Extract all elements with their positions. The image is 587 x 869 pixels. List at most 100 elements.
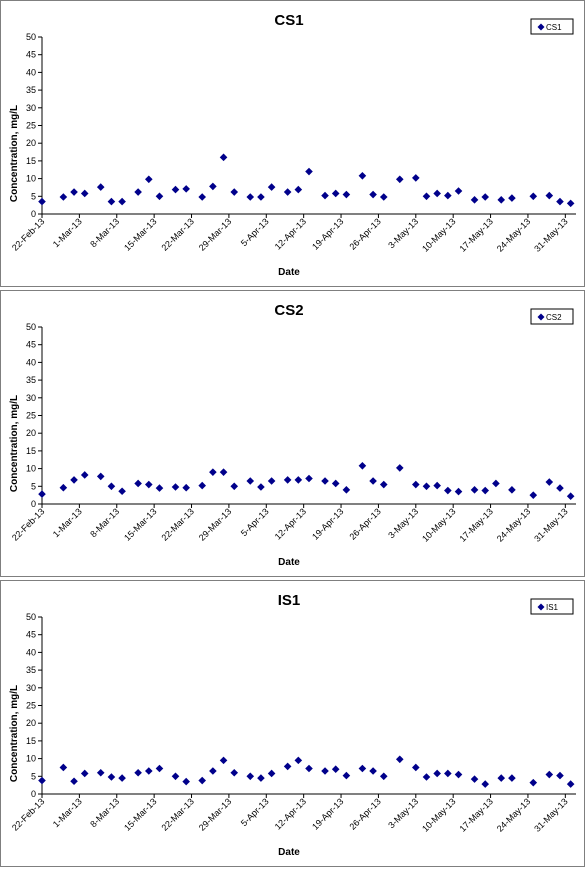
data-point (182, 483, 190, 492)
data-point (369, 477, 377, 485)
data-point (379, 480, 388, 489)
x-tick-label: 29-Mar-13 (197, 796, 233, 832)
data-point (444, 486, 452, 495)
data-point (433, 189, 441, 198)
legend-label: CS2 (546, 313, 562, 322)
y-tick-label: 25 (26, 701, 36, 711)
data-point (246, 772, 255, 781)
data-point (246, 193, 255, 201)
y-tick-label: 20 (26, 428, 36, 438)
y-tick-label: 15 (26, 156, 36, 166)
data-point (145, 480, 153, 489)
data-point (155, 764, 164, 773)
chart-panel-is1: IS1 0 5 10 15 20 25 30 35 40 45 50 22-Feb-13 1-Mar-13… (0, 580, 585, 867)
x-tick-label: 5-Apr-13 (239, 506, 271, 538)
data-point (96, 768, 105, 777)
data-point (529, 192, 538, 201)
data-point (96, 183, 105, 191)
y-tick-label: 0 (31, 789, 36, 799)
data-point (412, 480, 420, 489)
y-tick-label: 30 (26, 103, 36, 113)
data-point (294, 185, 303, 194)
x-tick-label: 24-May-13 (495, 216, 532, 253)
data-point (508, 194, 516, 202)
x-tick-label: 17-May-13 (457, 506, 494, 543)
data-point (134, 479, 142, 488)
x-tick-label: 12-Apr-13 (273, 506, 308, 541)
data-point (529, 778, 538, 787)
data-point (470, 486, 479, 494)
x-tick-label: 8-Mar-13 (88, 796, 121, 829)
x-tick-label: 29-Mar-13 (197, 506, 233, 542)
x-tick-label: 12-Apr-13 (273, 216, 308, 251)
data-point (444, 191, 452, 200)
data-point (294, 476, 303, 484)
legend-label: CS1 (546, 23, 562, 32)
chart-title: CS1 (274, 12, 303, 29)
y-tick-label: 0 (31, 209, 36, 219)
data-point (257, 774, 265, 782)
x-tick-label: 29-Mar-13 (197, 216, 233, 252)
chart-panel-cs1: CS1 0 5 10 15 20 25 30 35 40 45 50 22-Feb-13 1-Mar-13… (0, 0, 585, 287)
y-tick-label: 0 (31, 499, 36, 509)
data-point (545, 770, 554, 779)
x-tick-label: 31-May-13 (532, 506, 569, 543)
data-point (395, 175, 404, 184)
data-point (358, 764, 367, 773)
data-point (198, 776, 206, 785)
data-point (508, 486, 516, 494)
data-point (219, 468, 228, 476)
data-point (433, 481, 441, 490)
x-axis-title: Date (278, 847, 300, 858)
data-point (433, 769, 441, 778)
x-axis-title: Date (278, 267, 300, 278)
data-point (342, 190, 351, 199)
x-tick-label: 22-Feb-13 (10, 216, 46, 252)
y-tick-label: 15 (26, 446, 36, 456)
y-tick-label: 40 (26, 67, 36, 77)
y-tick-label: 20 (26, 138, 36, 148)
x-tick-label: 1-Mar-13 (51, 796, 84, 829)
y-axis-title: Concentration, mg/L (9, 395, 20, 492)
x-tick-label: 26-Apr-13 (347, 796, 382, 831)
data-point (230, 188, 239, 196)
data-point (38, 776, 46, 785)
legend-marker (537, 23, 545, 31)
data-point (219, 756, 228, 765)
data-point (118, 197, 126, 206)
data-point (209, 468, 217, 476)
data-point (118, 487, 126, 496)
data-point (118, 774, 126, 782)
data-point (267, 769, 276, 778)
data-point (230, 768, 239, 777)
legend-box (530, 18, 574, 35)
data-point (379, 772, 388, 781)
y-tick-label: 25 (26, 411, 36, 421)
data-point (305, 764, 313, 773)
data-point (412, 174, 420, 182)
data-point (321, 477, 329, 485)
data-point (155, 484, 164, 492)
data-point (545, 191, 554, 200)
legend: CS1 (530, 18, 574, 35)
data-point (470, 775, 479, 783)
chart-panel-cs2: CS2 0 5 10 15 20 25 30 35 40 45 50 22-Feb-13 1-Mar-13… (0, 290, 585, 577)
data-point (283, 188, 292, 196)
legend: IS1 (530, 598, 574, 615)
data-point (331, 765, 340, 774)
data-point (508, 774, 516, 782)
chart-title: IS1 (278, 592, 301, 609)
data-point (369, 767, 377, 775)
chart-title: CS2 (274, 302, 303, 319)
x-tick-label: 22-Mar-13 (160, 216, 196, 252)
chart-svg: CS2 0 5 10 15 20 25 30 35 40 45 50 22-Feb-13 1-Mar-13… (9, 302, 576, 568)
data-point (305, 167, 313, 176)
data-point (59, 193, 68, 201)
data-point (145, 767, 153, 775)
data-point (171, 772, 180, 781)
x-tick-label: 17-May-13 (457, 216, 494, 253)
y-tick-label: 35 (26, 665, 36, 675)
data-point (342, 771, 351, 780)
x-tick-label: 19-Apr-13 (310, 796, 345, 831)
x-tick-label: 15-Mar-13 (122, 796, 158, 832)
